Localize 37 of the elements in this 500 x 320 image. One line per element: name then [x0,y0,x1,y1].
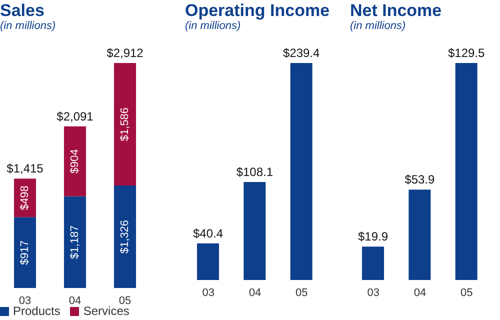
data-label: $40.4 [192,226,224,240]
data-label: $108.1 [236,165,274,180]
data-label: $917 [19,240,31,265]
data-label: $498 [19,186,31,210]
data-label: $904 [69,149,81,174]
data-label: $1,326 [119,220,131,254]
total-label: $2,091 [56,109,94,124]
total-label: $2,912 [106,46,144,60]
x-tick-label: 05 [118,294,132,307]
data-label: $129.5 [448,46,486,60]
chart-subtitle: (in millions) [350,20,407,33]
x-tick-label: 03 [367,286,380,299]
chart-title: Operating Income [185,1,331,20]
bar [114,186,136,288]
bar [64,196,86,288]
bar [14,217,36,288]
data-label: $1,586 [119,107,131,142]
x-tick-label: 04 [68,294,82,307]
total-label: $1,415 [6,162,44,176]
x-tick-label: 03 [202,286,214,299]
bar [64,126,86,196]
legend-label: Products [13,304,60,318]
chart-title: Sales [0,1,46,20]
x-tick-label: 04 [248,286,262,299]
x-tick-label: 05 [296,286,308,299]
legend-label: Services [83,304,130,318]
chart-subtitle: (in millions) [185,20,242,33]
chart-title: Net Income [350,1,443,20]
data-label: $53.9 [404,172,436,187]
data-label: $1,187 [69,225,81,259]
x-tick-label: 03 [18,294,32,307]
bar [114,63,136,186]
data-label: $19.9 [358,230,388,244]
x-tick-label: 04 [414,286,426,299]
x-tick-label: 05 [460,286,473,299]
data-label: $239.4 [282,46,320,60]
chart-subtitle: (in millions) [0,20,57,33]
